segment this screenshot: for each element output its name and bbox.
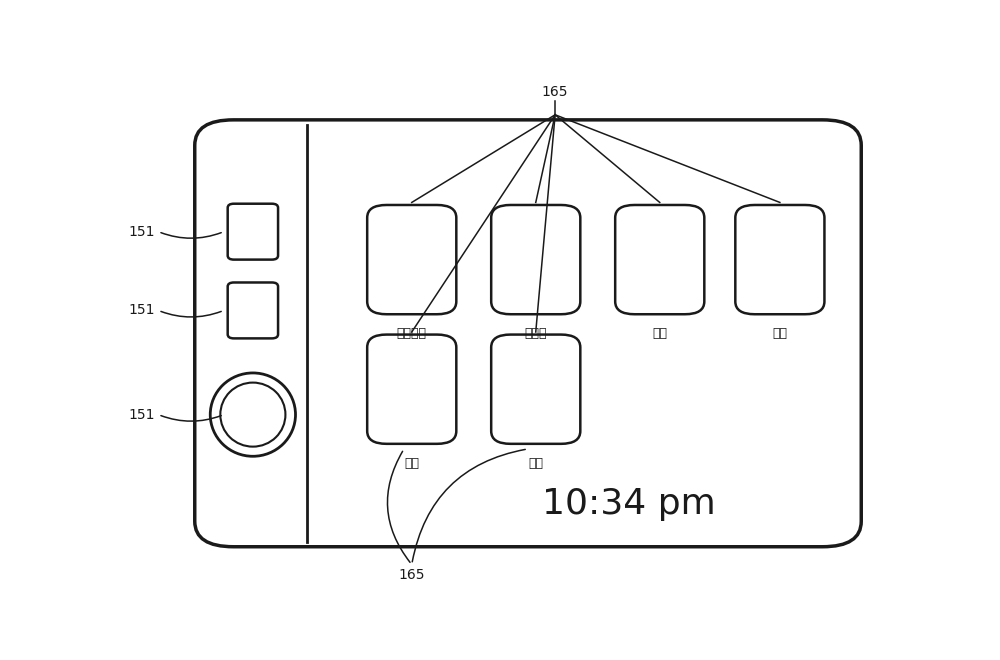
Text: 151: 151	[128, 304, 154, 317]
Ellipse shape	[210, 373, 296, 456]
Text: 收音机: 收音机	[524, 327, 547, 340]
FancyBboxPatch shape	[615, 205, 704, 314]
FancyBboxPatch shape	[491, 335, 580, 444]
FancyBboxPatch shape	[228, 282, 278, 339]
Text: 导航: 导航	[772, 327, 787, 340]
Ellipse shape	[220, 383, 285, 447]
Text: 151: 151	[128, 224, 154, 239]
FancyBboxPatch shape	[367, 335, 456, 444]
Text: 日历: 日历	[404, 457, 419, 469]
Text: 新闻: 新闻	[528, 457, 543, 469]
FancyBboxPatch shape	[491, 205, 580, 314]
FancyBboxPatch shape	[228, 204, 278, 259]
Text: 天气预报: 天气预报	[397, 327, 427, 340]
FancyBboxPatch shape	[367, 205, 456, 314]
Text: 151: 151	[128, 408, 154, 422]
Text: 165: 165	[398, 568, 425, 581]
Text: 音乐: 音乐	[652, 327, 667, 340]
FancyBboxPatch shape	[195, 120, 861, 546]
Text: 10:34 pm: 10:34 pm	[542, 486, 716, 521]
FancyBboxPatch shape	[735, 205, 824, 314]
Text: 165: 165	[542, 85, 568, 99]
